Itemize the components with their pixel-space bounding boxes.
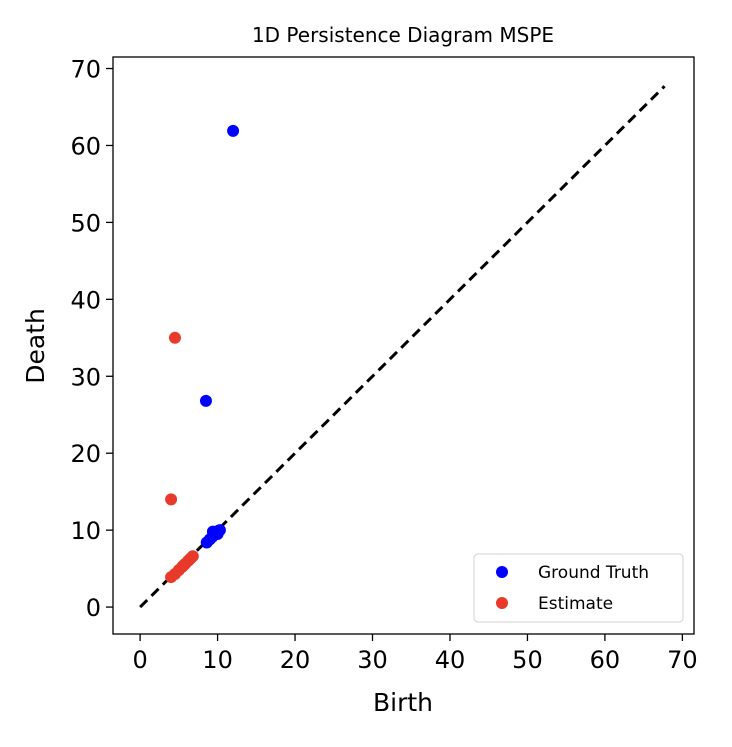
plot-area xyxy=(139,85,666,609)
legend-label-estimate: Estimate xyxy=(538,594,613,614)
legend-marker-estimate xyxy=(496,597,508,609)
y-tick-label: 70 xyxy=(70,56,101,84)
y-tick-label: 30 xyxy=(70,363,101,391)
legend-box xyxy=(473,553,684,623)
diagonal-reference-line xyxy=(139,85,666,609)
y-tick-label: 60 xyxy=(70,132,101,160)
chart-title: 1D Persistence Diagram MSPE xyxy=(252,23,554,47)
x-tick-label: 40 xyxy=(435,646,466,674)
x-tick-label: 0 xyxy=(132,646,147,674)
x-axis-label: Birth xyxy=(373,688,433,717)
plot-frame xyxy=(112,56,695,635)
y-tick-label: 10 xyxy=(70,517,101,545)
estimate-point xyxy=(165,493,178,506)
x-tick-label: 30 xyxy=(357,646,388,674)
y-tick-label: 50 xyxy=(70,209,101,237)
x-tick-label: 50 xyxy=(512,646,543,674)
y-axis-label: Death xyxy=(21,308,50,384)
ground-truth-point xyxy=(206,525,219,538)
x-tick-label: 20 xyxy=(280,646,311,674)
legend-marker-ground-truth xyxy=(496,566,508,578)
y-tick-label: 20 xyxy=(70,440,101,468)
y-axis-ticks: 0 10 20 30 40 50 60 70 xyxy=(70,56,113,622)
legend: Ground Truth Estimate xyxy=(473,553,684,623)
y-tick-label: 40 xyxy=(70,286,101,314)
legend-label-ground-truth: Ground Truth xyxy=(538,563,649,583)
x-tick-label: 10 xyxy=(202,646,233,674)
x-tick-label: 60 xyxy=(590,646,621,674)
ground-truth-point xyxy=(199,394,212,407)
estimate-point xyxy=(168,331,181,344)
x-axis-ticks: 0 10 20 30 40 50 60 70 xyxy=(132,634,698,674)
x-tick-label: 70 xyxy=(667,646,698,674)
ground-truth-point xyxy=(227,124,240,137)
estimate-point xyxy=(177,559,190,572)
y-tick-label: 0 xyxy=(86,594,101,622)
estimate-point xyxy=(186,550,199,563)
